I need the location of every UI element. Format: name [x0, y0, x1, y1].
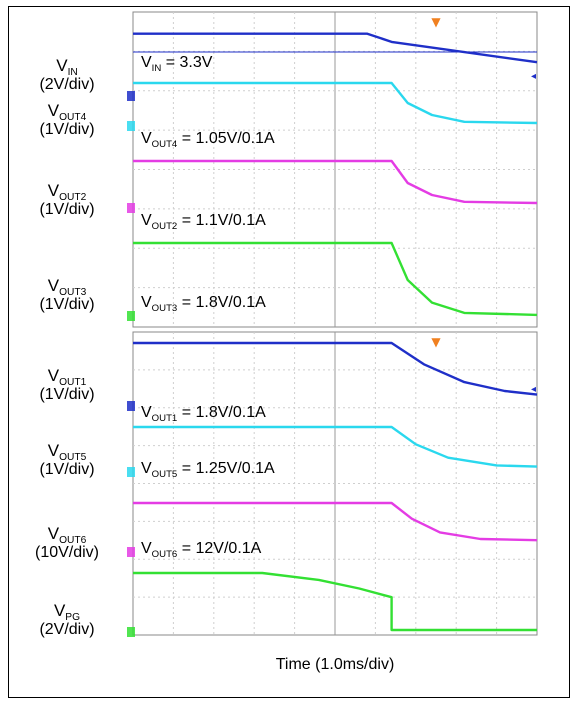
channel-marker-3	[127, 547, 135, 557]
figure-frame: ▼ ◂ VIN (2V/div) VIN = 3.3V VOUT4 (1V/div) VOUT…	[8, 6, 570, 698]
scale-vpg: (2V/div)	[39, 621, 94, 638]
ref-arrow-icon: ◂	[531, 384, 536, 395]
label-vout5: VOUT5	[48, 441, 87, 463]
channel-marker-3	[127, 203, 135, 213]
ref-arrow-icon: ◂	[531, 71, 536, 82]
oscilloscope-capture: ▼◂VIN(2V/div)VIN = 3.3VVOUT4(1V/div)VOUT…	[35, 11, 538, 673]
trace-vout6	[133, 501, 538, 542]
trace-vout3	[133, 241, 538, 317]
channel-marker-1	[127, 91, 135, 101]
trigger-cursor-icon: ▼	[431, 335, 441, 349]
scale-vout3: (1V/div)	[39, 296, 94, 313]
channel-marker-2	[127, 121, 135, 131]
annotation-vin: VIN = 3.3V	[141, 54, 213, 74]
scale-vout1: (1V/div)	[39, 386, 94, 403]
scale-vout5: (1V/div)	[39, 461, 94, 478]
label-vout1: VOUT1	[48, 366, 87, 388]
scope-panel-top: ▼◂VIN(2V/div)VIN = 3.3VVOUT4(1V/div)VOUT…	[39, 11, 538, 328]
channel-marker-1	[127, 401, 135, 411]
annotation-vout6: VOUT6 = 12V/0.1A	[141, 540, 262, 560]
label-vout4: VOUT4	[48, 101, 87, 123]
scale-vout6: (10V/div)	[35, 544, 99, 561]
annotation-vout4: VOUT4 = 1.05V/0.1A	[141, 130, 275, 150]
trace-vout4	[133, 81, 538, 125]
scale-vout4: (1V/div)	[39, 121, 94, 138]
x-axis-label: Time (1.0ms/div)	[276, 656, 395, 673]
label-vin: VIN	[56, 56, 78, 78]
scope-panel-bottom: ▼◂VOUT1(1V/div)VOUT1 = 1.8V/0.1AVOUT5(1V…	[35, 331, 538, 638]
channel-marker-4	[127, 311, 135, 321]
label-vout3: VOUT3	[48, 276, 87, 298]
annotation-vout5: VOUT5 = 1.25V/0.1A	[141, 460, 275, 480]
channel-marker-2	[127, 467, 135, 477]
annotation-vout1: VOUT1 = 1.8V/0.1A	[141, 404, 266, 424]
label-vout2: VOUT2	[48, 181, 87, 203]
trace-vout2	[133, 159, 538, 205]
trigger-cursor-icon: ▼	[431, 15, 441, 29]
label-vpg: VPG	[54, 601, 80, 623]
scale-vout2: (1V/div)	[39, 201, 94, 218]
trace-vout5	[133, 425, 538, 468]
annotation-vout2: VOUT2 = 1.1V/0.1A	[141, 212, 266, 232]
annotation-vout3: VOUT3 = 1.8V/0.1A	[141, 294, 266, 314]
trace-vpg	[133, 571, 537, 632]
label-vout6: VOUT6	[48, 524, 87, 546]
channel-marker-4	[127, 627, 135, 637]
trace-vout1	[133, 341, 538, 396]
scale-vin: (2V/div)	[39, 76, 94, 93]
